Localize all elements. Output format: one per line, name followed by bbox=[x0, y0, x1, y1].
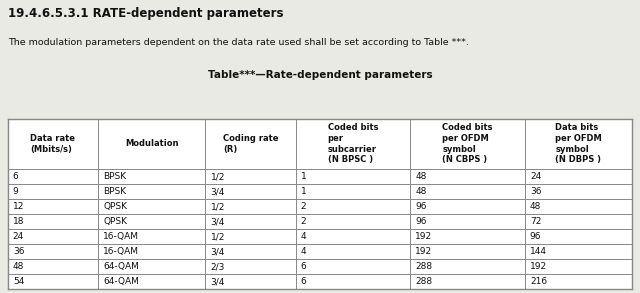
Text: 9: 9 bbox=[13, 187, 19, 196]
Text: 48: 48 bbox=[530, 202, 541, 211]
Text: 24: 24 bbox=[13, 232, 24, 241]
Text: QPSK: QPSK bbox=[103, 217, 127, 226]
Text: 1: 1 bbox=[301, 172, 307, 181]
Text: 96: 96 bbox=[530, 232, 541, 241]
Text: Coded bits
per OFDM
symbol
(N CBPS ): Coded bits per OFDM symbol (N CBPS ) bbox=[442, 123, 493, 164]
Text: 19.4.6.5.3.1 RATE-dependent parameters: 19.4.6.5.3.1 RATE-dependent parameters bbox=[8, 7, 283, 20]
Text: 192: 192 bbox=[530, 263, 547, 271]
Text: 216: 216 bbox=[530, 277, 547, 287]
Text: Table***—Rate-dependent parameters: Table***—Rate-dependent parameters bbox=[208, 70, 432, 80]
Text: 1: 1 bbox=[301, 187, 307, 196]
Text: 192: 192 bbox=[415, 247, 433, 256]
Text: 48: 48 bbox=[415, 172, 427, 181]
Text: BPSK: BPSK bbox=[103, 187, 126, 196]
Text: 18: 18 bbox=[13, 217, 24, 226]
Text: 2: 2 bbox=[301, 217, 307, 226]
Text: 36: 36 bbox=[530, 187, 541, 196]
Text: 96: 96 bbox=[415, 202, 427, 211]
Text: 288: 288 bbox=[415, 277, 433, 287]
Text: 64-QAM: 64-QAM bbox=[103, 263, 139, 271]
Text: 2: 2 bbox=[301, 202, 307, 211]
Text: 192: 192 bbox=[415, 232, 433, 241]
Text: Data rate
(Mbits/s): Data rate (Mbits/s) bbox=[30, 134, 76, 154]
Text: 54: 54 bbox=[13, 277, 24, 287]
Text: 36: 36 bbox=[13, 247, 24, 256]
Text: 144: 144 bbox=[530, 247, 547, 256]
Text: 24: 24 bbox=[530, 172, 541, 181]
Text: 1/2: 1/2 bbox=[211, 232, 225, 241]
Text: 4: 4 bbox=[301, 232, 307, 241]
Text: 288: 288 bbox=[415, 263, 433, 271]
Text: 6: 6 bbox=[13, 172, 19, 181]
Text: 96: 96 bbox=[415, 217, 427, 226]
Text: BPSK: BPSK bbox=[103, 172, 126, 181]
Text: 3/4: 3/4 bbox=[211, 277, 225, 287]
Text: 3/4: 3/4 bbox=[211, 217, 225, 226]
Text: 6: 6 bbox=[301, 263, 307, 271]
Text: 16-QAM: 16-QAM bbox=[103, 247, 139, 256]
Text: 72: 72 bbox=[530, 217, 541, 226]
Text: 48: 48 bbox=[415, 187, 427, 196]
Text: 16-QAM: 16-QAM bbox=[103, 232, 139, 241]
Text: The modulation parameters dependent on the data rate used shall be set according: The modulation parameters dependent on t… bbox=[8, 38, 468, 47]
Text: Coding rate
(R): Coding rate (R) bbox=[223, 134, 278, 154]
Text: 1/2: 1/2 bbox=[211, 172, 225, 181]
Text: 1/2: 1/2 bbox=[211, 202, 225, 211]
Text: 64-QAM: 64-QAM bbox=[103, 277, 139, 287]
Text: QPSK: QPSK bbox=[103, 202, 127, 211]
Text: 6: 6 bbox=[301, 277, 307, 287]
Text: 3/4: 3/4 bbox=[211, 247, 225, 256]
Text: Data bits
per OFDM
symbol
(N DBPS ): Data bits per OFDM symbol (N DBPS ) bbox=[555, 123, 602, 164]
Text: Modulation: Modulation bbox=[125, 139, 179, 148]
Text: 12: 12 bbox=[13, 202, 24, 211]
Text: 3/4: 3/4 bbox=[211, 187, 225, 196]
Text: Coded bits
per
subcarrier
(N BPSC ): Coded bits per subcarrier (N BPSC ) bbox=[328, 123, 378, 164]
Text: 4: 4 bbox=[301, 247, 307, 256]
Text: 48: 48 bbox=[13, 263, 24, 271]
Text: 2/3: 2/3 bbox=[211, 263, 225, 271]
